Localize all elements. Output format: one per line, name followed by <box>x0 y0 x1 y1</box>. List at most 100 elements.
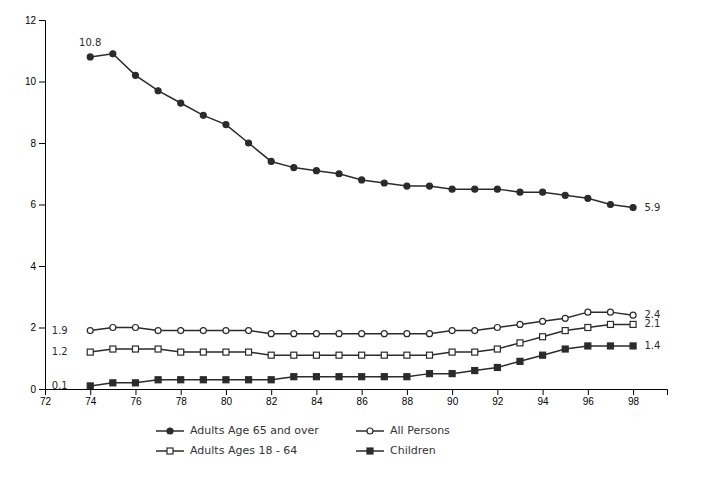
point <box>472 368 478 374</box>
point <box>540 318 546 324</box>
point <box>313 168 319 174</box>
point <box>246 328 252 334</box>
point <box>494 325 500 331</box>
point <box>132 346 138 352</box>
x-tick: 82 <box>266 389 278 407</box>
x-tick-mark <box>226 389 227 395</box>
point <box>291 374 297 380</box>
y-tick: 8 <box>30 138 45 149</box>
y-tick-mark <box>39 20 45 21</box>
y-tick-label: 10 <box>25 76 37 87</box>
legend-item: Adults Age 65 and over <box>156 424 319 437</box>
x-tick-label: 84 <box>311 396 323 407</box>
point <box>449 186 455 192</box>
point <box>178 100 184 106</box>
y-tick-label: 0 <box>30 384 36 395</box>
legend-marker <box>367 448 373 454</box>
point <box>381 180 387 186</box>
point <box>630 312 636 318</box>
x-tick: 96 <box>583 389 595 407</box>
point <box>585 195 591 201</box>
y-tick-mark <box>39 82 45 83</box>
x-tick: 94 <box>538 389 550 407</box>
x-tick-label: 80 <box>221 396 233 407</box>
point <box>562 346 568 352</box>
legend-item: Children <box>356 444 436 457</box>
point <box>200 349 206 355</box>
point <box>427 371 433 377</box>
x-tick: 86 <box>357 389 369 407</box>
point <box>155 377 161 383</box>
point <box>246 140 252 146</box>
point <box>200 112 206 118</box>
y-tick: 12 <box>25 15 45 26</box>
y-tick: 6 <box>30 199 45 210</box>
x-tick-mark <box>181 389 182 395</box>
annotations: 10.81.91.20.15.92.42.11.4 <box>52 37 661 391</box>
point <box>630 205 636 211</box>
point <box>155 88 161 94</box>
x-tick-label: 82 <box>266 396 278 407</box>
point <box>607 202 613 208</box>
legend-label: Adults Ages 18 - 64 <box>190 444 297 457</box>
y-tick-mark <box>39 266 45 267</box>
y-axis: 024681012 <box>25 15 46 395</box>
point <box>87 54 93 60</box>
x-tick-label: 88 <box>402 396 414 407</box>
point <box>449 328 455 334</box>
point <box>607 321 613 327</box>
x-tick-mark <box>135 389 136 395</box>
x-tick-label: 94 <box>538 396 550 407</box>
y-tick-mark <box>39 389 45 390</box>
series <box>87 309 636 337</box>
legend-label: Children <box>390 444 436 457</box>
point <box>132 325 138 331</box>
legend-label: All Persons <box>390 424 450 437</box>
point <box>359 331 365 337</box>
x-tick: 90 <box>447 389 459 407</box>
point <box>607 309 613 315</box>
x-axis-line <box>46 390 668 396</box>
point <box>246 377 252 383</box>
x-tick: 76 <box>130 389 142 407</box>
point <box>562 328 568 334</box>
point <box>585 309 591 315</box>
point <box>381 331 387 337</box>
y-tick-label: 6 <box>30 199 36 210</box>
point <box>404 183 410 189</box>
point <box>291 165 297 171</box>
point <box>472 186 478 192</box>
point <box>132 380 138 386</box>
x-tick: 78 <box>176 389 188 407</box>
point <box>87 349 93 355</box>
plot: 727476788082848688909294969802468101210.… <box>25 15 668 407</box>
point <box>517 321 523 327</box>
point <box>517 358 523 364</box>
x-tick: 88 <box>402 389 414 407</box>
x-tick-mark <box>588 389 589 395</box>
legend-marker <box>167 448 173 454</box>
y-axis-line <box>39 21 46 390</box>
x-tick-mark <box>543 389 544 395</box>
point <box>359 177 365 183</box>
annotation: 0.1 <box>52 380 68 391</box>
y-tick-label: 8 <box>30 138 36 149</box>
x-tick: 98 <box>628 389 640 407</box>
y-tick: 10 <box>25 76 45 87</box>
legend-item: All Persons <box>356 424 450 437</box>
point <box>178 377 184 383</box>
annotation: 5.9 <box>644 202 660 213</box>
annotation: 1.4 <box>644 340 660 351</box>
y-tick-mark <box>39 143 45 144</box>
x-tick-label: 74 <box>85 396 97 407</box>
point <box>223 328 229 334</box>
annotation: 1.2 <box>52 346 68 357</box>
point <box>517 340 523 346</box>
point <box>268 377 274 383</box>
x-tick: 92 <box>492 389 504 407</box>
x-tick-mark <box>633 389 634 395</box>
point <box>336 352 342 358</box>
point <box>268 158 274 164</box>
series-line <box>90 324 633 355</box>
point <box>155 328 161 334</box>
